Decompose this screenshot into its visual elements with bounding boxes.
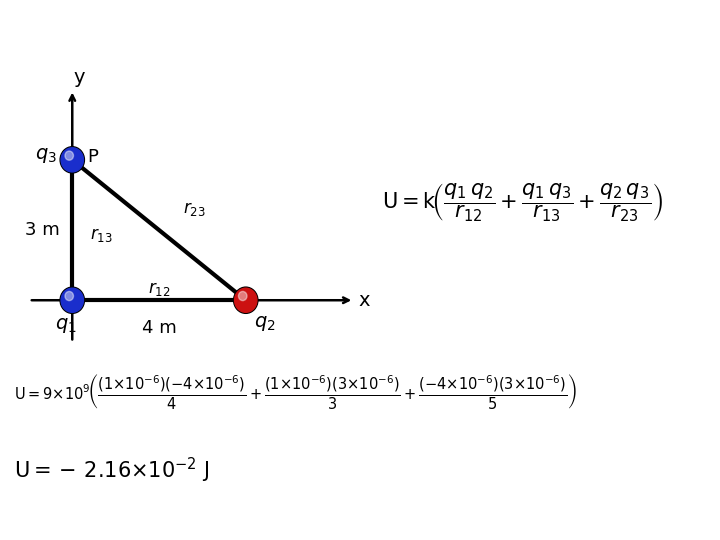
Text: $\mathrm{U} = -\,2.16{\times}10^{-2}\ \mathrm{J}$: $\mathrm{U} = -\,2.16{\times}10^{-2}\ \m… (14, 456, 210, 485)
Circle shape (65, 292, 73, 301)
Text: y: y (73, 68, 84, 87)
Text: 3 m: 3 m (24, 221, 59, 239)
Text: x: x (359, 291, 370, 310)
Text: $\mathrm{U = k}\!\left(\dfrac{q_1\, q_2}{r_{12}} + \dfrac{q_1\, q_3}{r_{13}} + \: $\mathrm{U = k}\!\left(\dfrac{q_1\, q_2}… (382, 182, 664, 224)
Text: $q_2$: $q_2$ (254, 314, 276, 333)
Text: $q_1$: $q_1$ (55, 316, 76, 335)
Text: P: P (87, 148, 99, 166)
Text: charges.: charges. (13, 52, 107, 71)
Circle shape (61, 288, 84, 312)
Text: $q_3$: $q_3$ (35, 146, 57, 165)
Text: $r_{12}$: $r_{12}$ (148, 280, 170, 298)
Circle shape (60, 287, 84, 313)
Circle shape (61, 148, 84, 172)
Circle shape (238, 292, 247, 301)
Text: Example: find the total potential energy of the system of three: Example: find the total potential energy… (13, 16, 708, 35)
Circle shape (60, 147, 84, 173)
Text: $r_{23}$: $r_{23}$ (183, 200, 206, 218)
Text: 4 m: 4 m (142, 319, 176, 338)
Text: $\mathrm{U} = 9{\times}10^9\!\left(\dfrac{(1{\times}10^{-6})(-4{\times}10^{-6})}: $\mathrm{U} = 9{\times}10^9\!\left(\dfra… (14, 372, 577, 411)
Text: $r_{13}$: $r_{13}$ (91, 226, 113, 244)
Circle shape (235, 288, 257, 312)
Circle shape (65, 151, 73, 160)
Circle shape (233, 287, 258, 313)
